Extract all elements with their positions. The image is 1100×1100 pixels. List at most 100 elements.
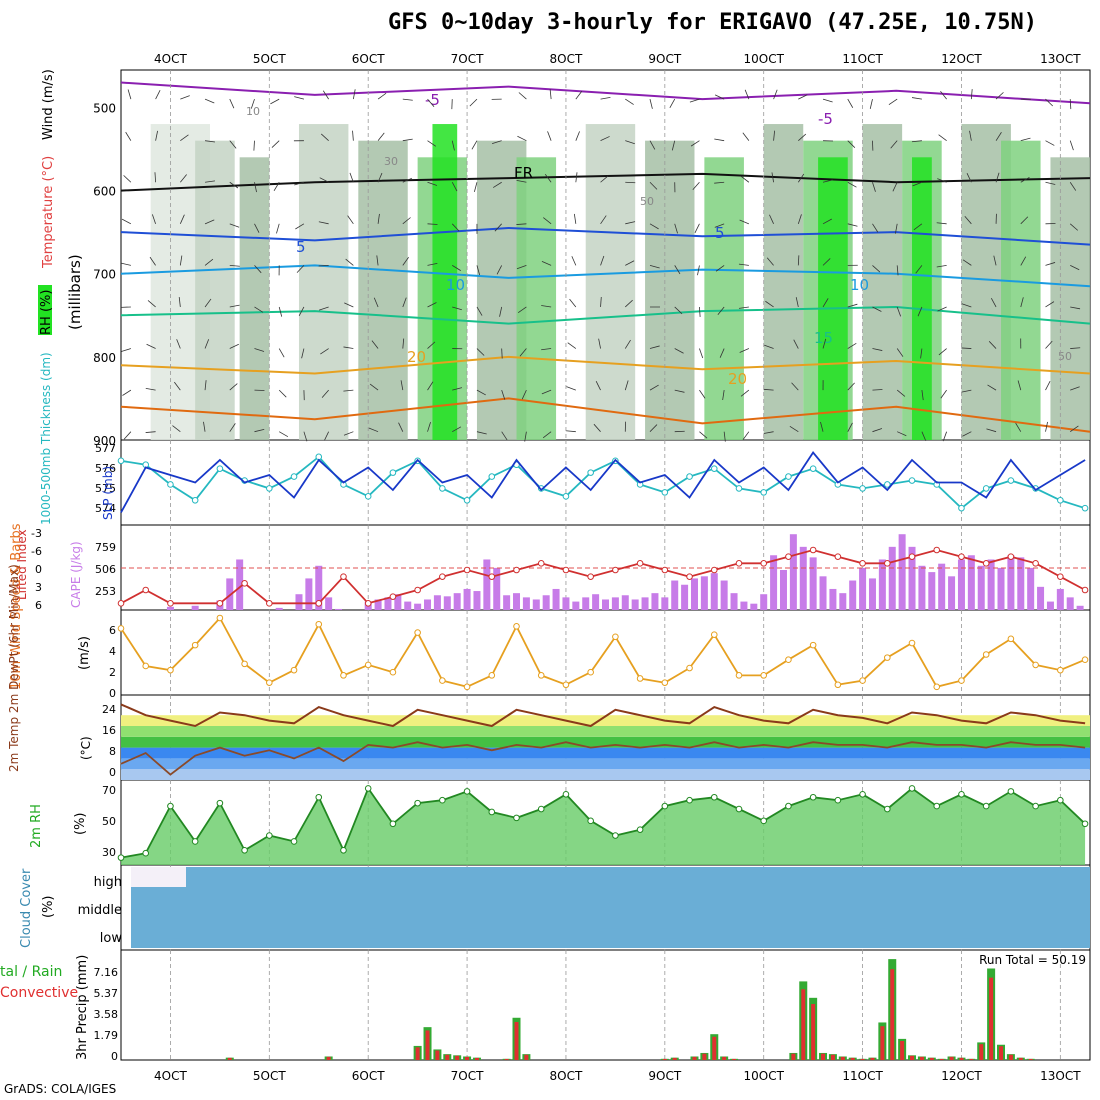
upper-ytick-label: 900: [93, 434, 116, 448]
precip-convective-bar: [732, 1058, 737, 1060]
wind-barb: [961, 347, 972, 349]
cape-bar: [987, 559, 995, 610]
wind-barb: [937, 178, 947, 183]
wind-barb: [763, 388, 774, 391]
wind-barb: [674, 306, 683, 315]
cape-bar: [611, 597, 619, 610]
wind-barb: [343, 431, 354, 436]
cape-bar: [1066, 597, 1074, 610]
wind-barb: [763, 431, 774, 434]
wind-speed-point: [117, 625, 125, 632]
wind-barb: [600, 97, 611, 100]
thickness-point: [117, 457, 125, 465]
thickness-ytick: 574: [95, 502, 116, 515]
thickness-line: [120, 455, 1086, 510]
precip-ylabel: 3hr Precip (mm): [75, 955, 90, 1060]
rh-point: [884, 805, 891, 813]
cape-bar: [710, 573, 718, 610]
wind-barb: [377, 213, 380, 224]
contour-label: 10: [246, 105, 260, 118]
wind-barb: [714, 94, 725, 100]
wind-barb: [172, 425, 181, 433]
contour-label: 20: [728, 370, 747, 388]
wind-barb: [452, 265, 461, 271]
wind-barb: [319, 177, 329, 183]
rh-point: [513, 814, 520, 822]
thickness-point: [439, 485, 446, 492]
wind-barb: [1045, 340, 1053, 349]
wind-barb: [625, 98, 634, 105]
thickness-point: [191, 496, 199, 504]
x-tick-label-bottom: 8OCT: [550, 1069, 583, 1083]
wind-barb: [127, 89, 132, 100]
wind-barb: [567, 342, 577, 349]
wind-barb: [962, 431, 972, 437]
thickness-point: [809, 465, 817, 472]
wind-barb: [155, 130, 158, 141]
precip-convective-bar: [326, 1056, 331, 1060]
wind-barb: [649, 424, 658, 432]
precip-convective-bar: [919, 1056, 924, 1060]
wind-barb: [624, 380, 629, 391]
wind-barb: [271, 140, 280, 148]
wind-barb: [270, 98, 280, 105]
slp-ytick: 1016: [90, 451, 91, 452]
wind-barb: [625, 299, 633, 308]
cape-bar: [789, 534, 797, 610]
wind-barb: [793, 339, 799, 349]
x-tick-label-bottom: 12OCT: [941, 1069, 982, 1083]
wind-barb: [451, 140, 455, 151]
lifted-index-ytick: -6: [31, 545, 42, 558]
rh-point: [167, 802, 174, 810]
cape-ytick: 253: [95, 585, 116, 598]
precip-ytick: 3.58: [94, 1008, 119, 1021]
rh-shading-band: [645, 140, 695, 440]
cape-bar: [661, 597, 669, 610]
thickness-point: [686, 473, 693, 480]
cape-bar: [997, 567, 1005, 610]
cape-bar: [1056, 588, 1064, 610]
wind-barb: [820, 421, 824, 432]
wind-barb: [376, 255, 379, 266]
wind-barb: [699, 348, 704, 359]
cape-bar: [799, 546, 807, 610]
precip-convective-bar: [791, 1053, 796, 1060]
wind-barb: [715, 265, 725, 272]
wind-barb: [1045, 421, 1048, 432]
cape-bar: [1037, 586, 1045, 610]
wind-barb: [1020, 216, 1029, 225]
wind-barb: [547, 131, 552, 141]
wind-barb: [565, 430, 576, 433]
wind-barb: [694, 223, 700, 233]
thickness-point: [908, 477, 916, 484]
cape-bar: [295, 594, 303, 610]
wind-barb: [541, 261, 552, 266]
wind-speed-point: [266, 679, 273, 686]
precip-ytick: 1.79: [94, 1029, 119, 1042]
cape-bar: [928, 572, 936, 610]
x-tick-label-top: 4OCT: [154, 52, 187, 66]
wind-barb: [920, 348, 923, 359]
wind-barb: [402, 338, 405, 349]
cape-bar: [542, 595, 550, 610]
thickness-point: [982, 485, 990, 492]
temperature-band: [121, 769, 1090, 780]
x-tick-label-top: 7OCT: [451, 52, 484, 66]
x-tick-label-top: 6OCT: [352, 52, 385, 66]
thickness-point: [785, 473, 792, 480]
rh-shading-band: [818, 157, 848, 440]
upper-ytick-label: 600: [93, 185, 116, 199]
wind-barb: [229, 423, 236, 432]
wind-barb: [344, 302, 354, 308]
cape-bar: [898, 534, 906, 610]
wind-barb: [742, 431, 750, 440]
wind-barb: [872, 306, 882, 312]
wind-barb: [518, 92, 527, 100]
wind-barb: [347, 215, 354, 225]
contour-label: 20: [407, 348, 426, 366]
wind-barb: [921, 390, 924, 401]
wind-unit: (m/s): [77, 636, 92, 670]
rh-point: [834, 796, 842, 804]
wind-barb: [368, 427, 379, 433]
wind-barb: [822, 258, 831, 266]
